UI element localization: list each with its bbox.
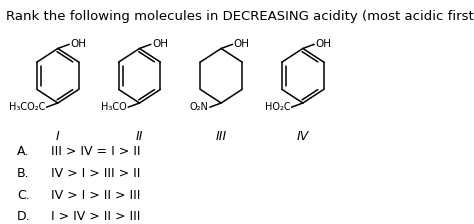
Text: H₃CO: H₃CO [101,102,127,112]
Text: O₂N: O₂N [190,102,209,112]
Text: OH: OH [315,39,331,49]
Text: OH: OH [70,39,86,49]
Text: I: I [56,130,60,143]
Text: Rank the following molecules in DECREASING acidity (most acidic first).: Rank the following molecules in DECREASI… [6,10,474,23]
Text: A.: A. [17,145,29,158]
Text: III: III [216,130,227,143]
Text: II: II [136,130,143,143]
Text: OH: OH [234,39,250,49]
Text: III > IV = I > II: III > IV = I > II [51,145,140,158]
Text: D.: D. [17,210,31,223]
Text: OH: OH [152,39,168,49]
Text: I > IV > II > III: I > IV > II > III [51,210,140,223]
Text: IV: IV [297,130,309,143]
Text: H₃CO₂C: H₃CO₂C [9,102,46,112]
Text: HO₂C: HO₂C [265,102,291,112]
Text: IV > I > III > II: IV > I > III > II [51,167,140,180]
Text: C.: C. [17,189,30,202]
Text: B.: B. [17,167,29,180]
Text: IV > I > II > III: IV > I > II > III [51,189,140,202]
